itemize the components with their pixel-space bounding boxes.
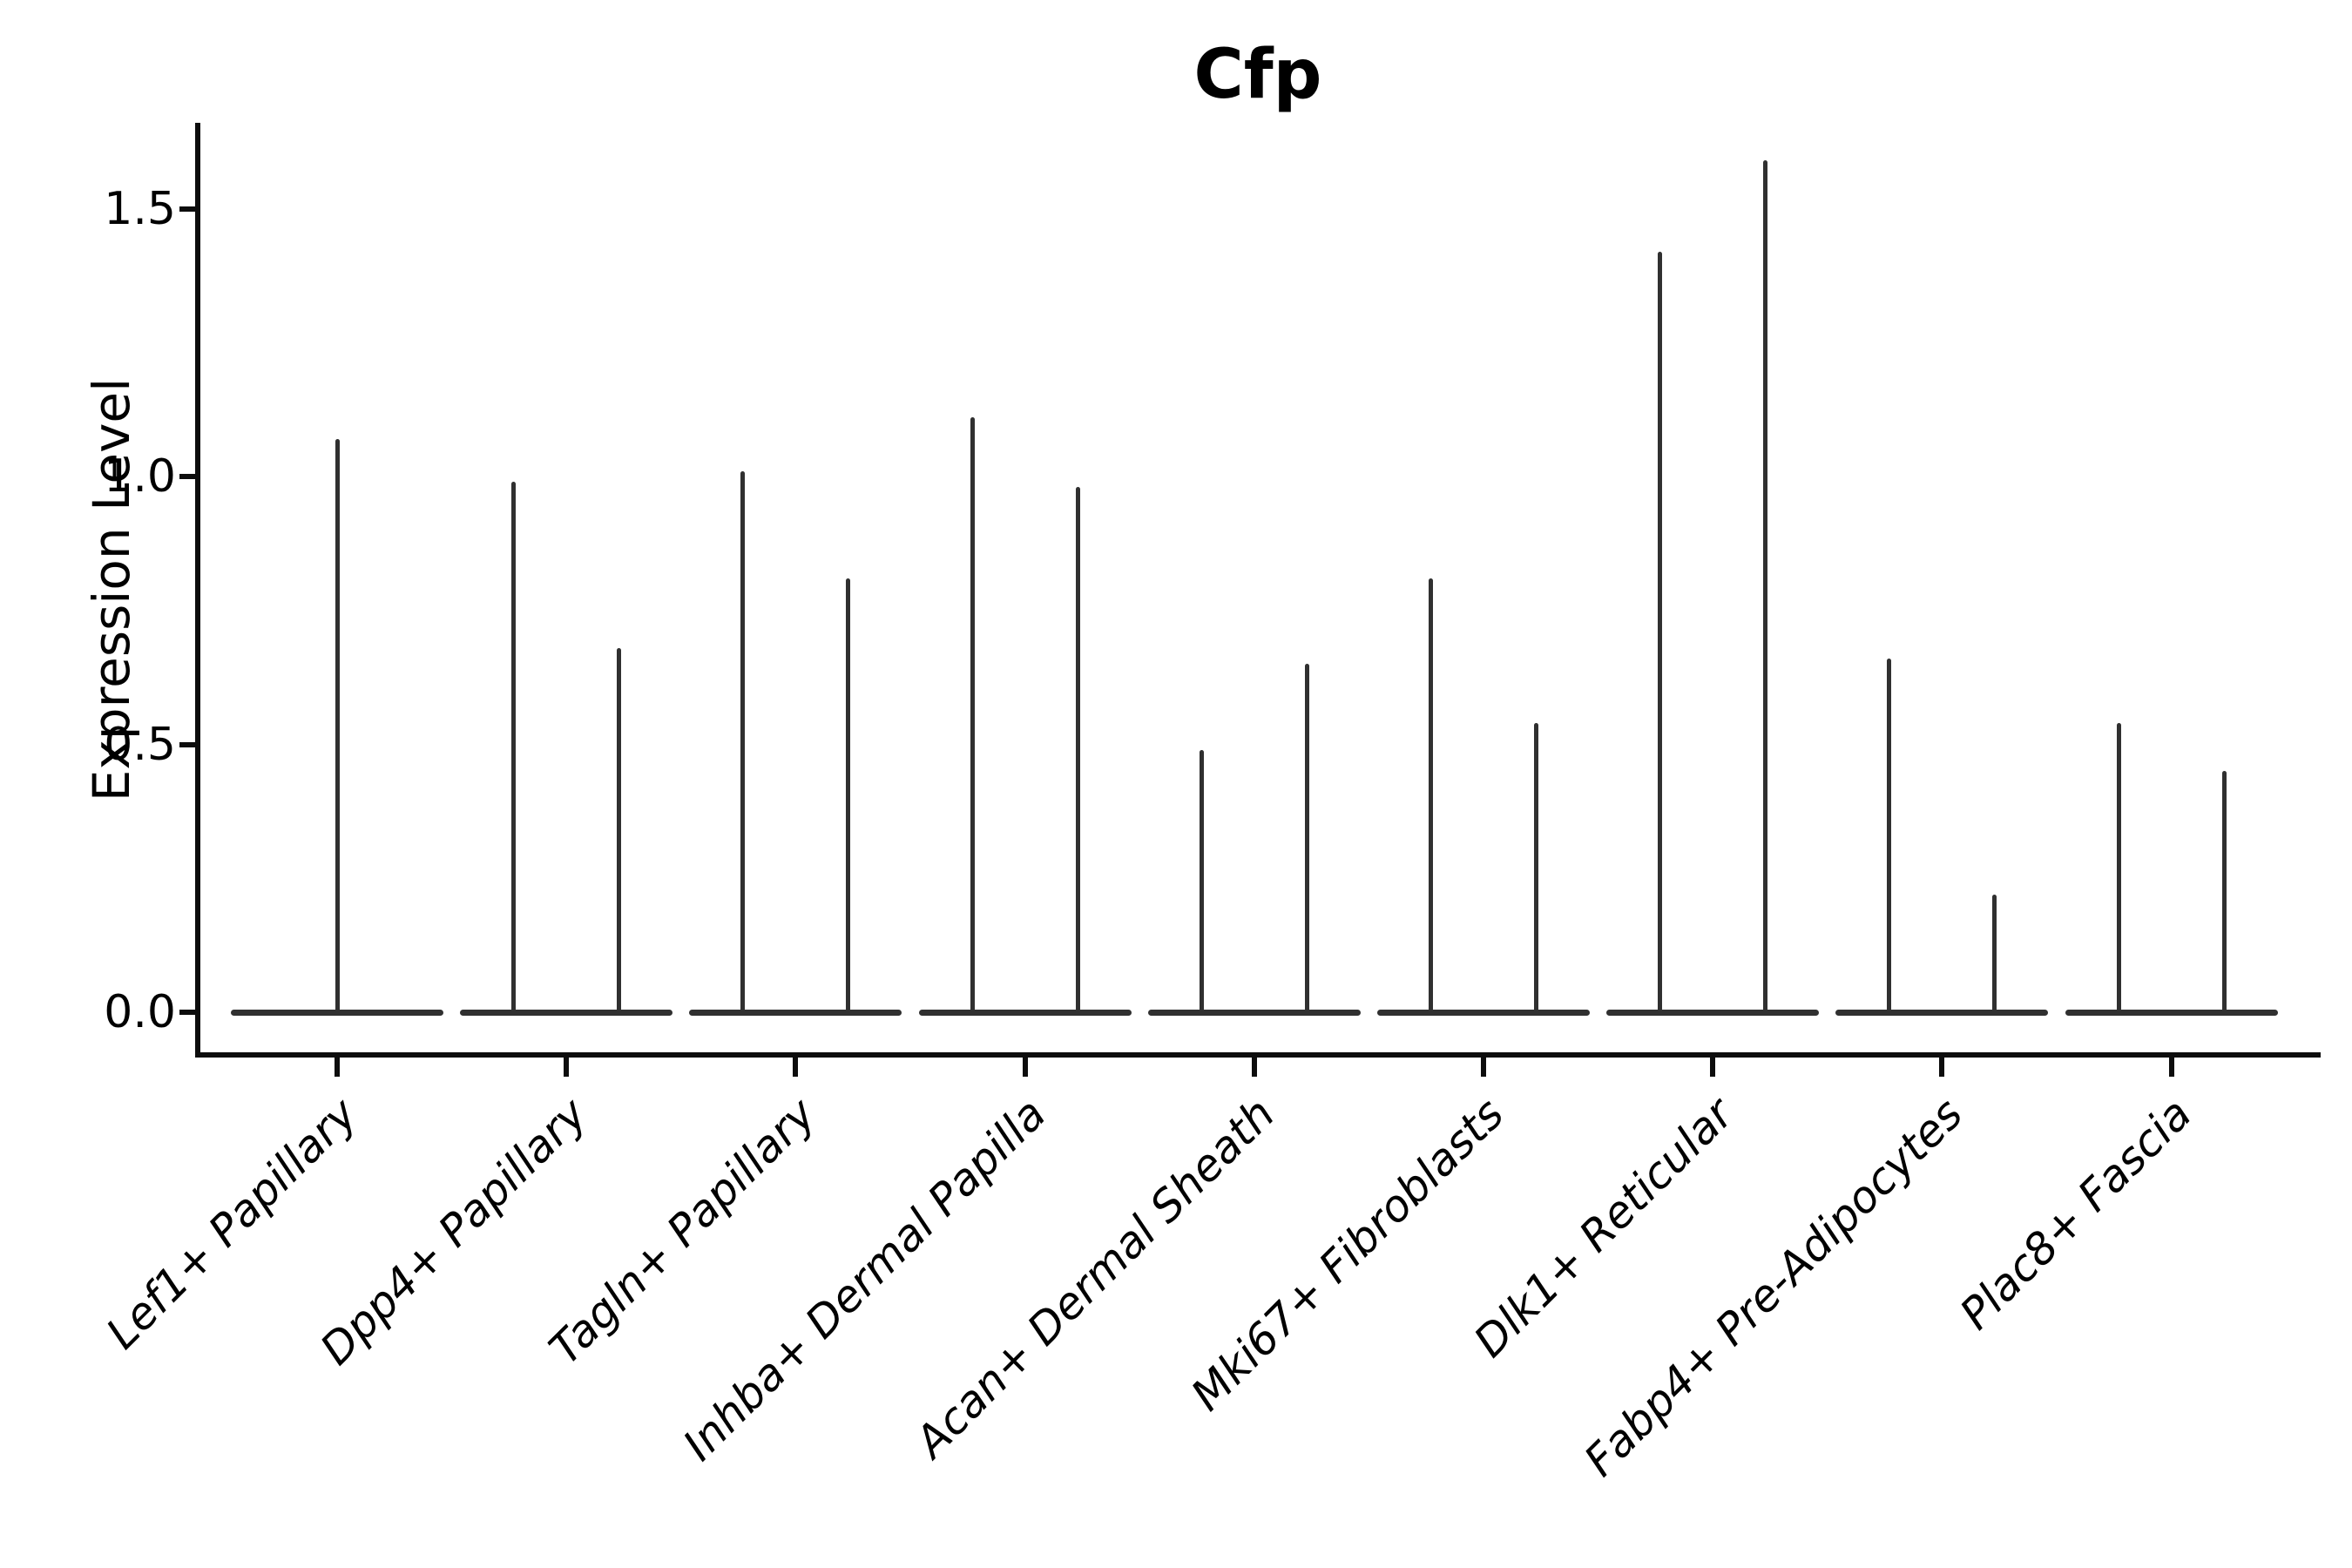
x-tick-mark: [564, 1058, 570, 1077]
violin-baseline: [1147, 1009, 1361, 1016]
x-tick-mark: [1022, 1058, 1028, 1077]
violin-spike: [1075, 487, 1080, 1016]
violin-spike: [1429, 578, 1433, 1016]
x-tick-label: Fabp4+ Pre-Adipocytes: [1574, 1088, 1972, 1487]
y-tick-mark: [179, 206, 195, 212]
y-tick-mark: [179, 474, 195, 479]
y-tick-label: 0.5: [104, 718, 176, 771]
y-tick-label: 1.5: [104, 182, 176, 235]
violin-spike: [1763, 160, 1768, 1016]
violin-spike: [740, 470, 746, 1016]
x-tick-mark: [2168, 1058, 2174, 1077]
y-axis-spine: [195, 123, 200, 1058]
violin-spike: [2221, 771, 2227, 1016]
violin-spike: [1534, 722, 1538, 1016]
x-axis-spine: [195, 1052, 2321, 1058]
chart-title: Cfp: [1193, 36, 1322, 114]
x-tick-mark: [1251, 1058, 1257, 1077]
x-tick-label: Plac8+ Fascia: [1950, 1088, 2202, 1340]
violin-baseline: [1606, 1009, 1820, 1016]
x-tick-mark: [1939, 1058, 1945, 1077]
y-tick-mark: [179, 741, 195, 747]
violin-spike: [617, 647, 622, 1016]
x-tick-mark: [335, 1058, 340, 1077]
y-tick-mark: [179, 1010, 195, 1015]
violin-spike: [1658, 251, 1663, 1016]
violin-spike: [335, 438, 340, 1016]
violin-spike: [511, 482, 517, 1016]
violin-spike: [1199, 749, 1204, 1016]
violin-spike: [846, 578, 851, 1016]
violin-spike: [2116, 722, 2121, 1016]
violin-baseline: [689, 1009, 902, 1016]
violin-baseline: [1377, 1009, 1590, 1016]
x-tick-mark: [1710, 1058, 1716, 1077]
y-tick-label: 1.0: [104, 450, 176, 503]
violin-baseline: [2065, 1009, 2278, 1016]
violin-baseline: [1835, 1009, 2049, 1016]
violin-spike: [1304, 664, 1309, 1016]
violin-spike: [970, 417, 975, 1016]
violin-baseline: [460, 1009, 673, 1016]
y-tick-label: 0.0: [104, 986, 176, 1038]
x-tick-mark: [793, 1058, 799, 1077]
violin-baseline: [918, 1009, 1132, 1016]
violin-spike: [1992, 894, 1997, 1016]
violin-spike: [1887, 659, 1892, 1016]
x-tick-mark: [1481, 1058, 1486, 1077]
